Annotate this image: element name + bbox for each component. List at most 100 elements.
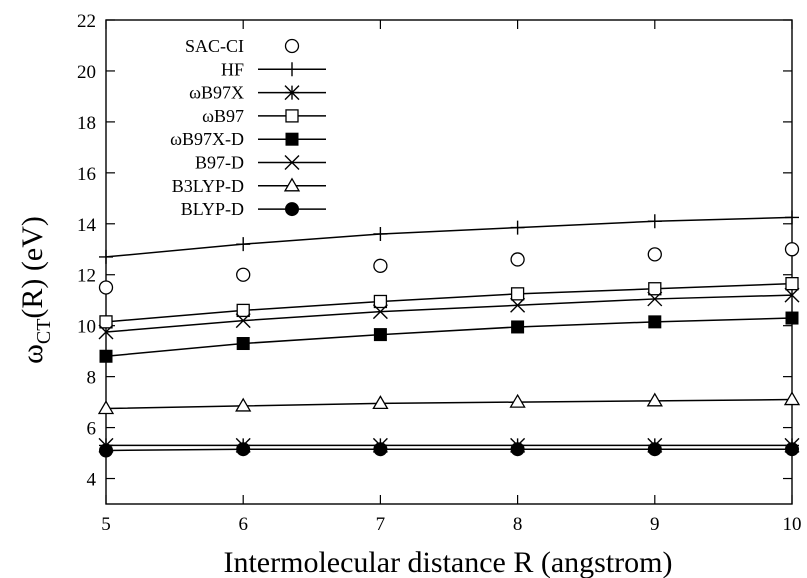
legend-item: SAC-CI (185, 36, 300, 56)
y-tick-label: 20 (77, 62, 96, 83)
data-point (647, 247, 662, 262)
legend-label: ωB97 (202, 106, 244, 126)
data-point (236, 442, 251, 457)
y-tick-label: 16 (77, 164, 96, 185)
data-point (510, 287, 525, 301)
data-point (784, 287, 800, 303)
legend-item: ωB97 (202, 106, 326, 126)
legend-label: B3LYP-D (172, 176, 244, 196)
data-point (235, 397, 252, 412)
legend-marker (285, 109, 299, 123)
series-line (105, 294, 793, 333)
data-point (785, 210, 799, 225)
data-point (509, 393, 526, 408)
data-point (235, 313, 251, 329)
y-tick-label: 12 (77, 266, 96, 287)
legend-item: B3LYP-D (172, 176, 326, 196)
data-point (373, 258, 388, 273)
y-tick-label: 10 (77, 317, 96, 338)
legend: SAC-CI HF ωB97X ωB97 ωB97X-D B97-D B3LYP-D BLYP… (170, 36, 326, 219)
y-axis-ticks: 4 6 8 10 12 14 16 18 20 22 (77, 11, 792, 491)
x-tick-label: 10 (783, 514, 802, 535)
y-tick-label: 8 (87, 368, 97, 389)
series-b3lyp-d (97, 391, 801, 415)
data-point (648, 282, 662, 296)
legend-marker (285, 132, 299, 146)
series--b97 (99, 277, 799, 329)
data-point (510, 297, 526, 313)
legend-marker (285, 62, 299, 77)
data-point (99, 249, 113, 264)
x-tick-label: 9 (650, 514, 660, 535)
y-tick-label: 22 (77, 11, 96, 32)
data-point (99, 315, 113, 329)
legend-label: HF (221, 59, 244, 79)
series-line (105, 448, 792, 452)
legend-item: ωB97X-D (170, 129, 326, 149)
data-point (511, 320, 525, 334)
data-point (510, 220, 525, 235)
legend-label: B97-D (195, 153, 244, 173)
series-sac-ci (98, 242, 800, 295)
data-point (99, 443, 113, 458)
legend-label: ωB97X (189, 83, 244, 103)
x-tick-label: 8 (513, 514, 523, 535)
legend-item: BLYP-D (181, 199, 326, 219)
data-point (373, 294, 388, 309)
data-point (373, 226, 388, 241)
data-point (97, 400, 115, 415)
series-hf (99, 210, 799, 264)
x-tick-label: 7 (376, 514, 386, 535)
data-point (784, 242, 800, 257)
legend-marker (284, 155, 300, 170)
series--b97x-d (99, 311, 799, 363)
series-layer (97, 210, 801, 458)
series-blyp-d (99, 442, 799, 458)
y-tick-label: 6 (87, 419, 97, 440)
series-line (105, 317, 793, 357)
y-axis-label-rest: (R) (eV) (16, 216, 49, 318)
data-point (236, 267, 251, 282)
legend-item: HF (221, 59, 326, 79)
y-axis-label: ωCT(R) (eV) (16, 216, 55, 364)
x-tick-label: 6 (238, 514, 248, 535)
data-point (785, 442, 799, 457)
legend-marker (284, 38, 300, 54)
data-point (647, 291, 663, 307)
y-tick-label: 18 (77, 113, 96, 134)
x-tick-label: 5 (101, 514, 111, 535)
data-point (372, 395, 389, 410)
legend-label: SAC-CI (185, 36, 244, 56)
x-axis-ticks: 5 6 7 8 9 10 (101, 20, 802, 535)
data-point (785, 277, 799, 291)
legend-label: ωB97X-D (170, 129, 244, 149)
data-point (648, 315, 662, 329)
legend-item: ωB97X (189, 83, 326, 103)
y-tick-label: 4 (87, 470, 97, 491)
series-line (105, 216, 793, 258)
data-point (98, 280, 114, 295)
data-point (510, 442, 525, 457)
series-line (105, 282, 793, 323)
legend-marker (285, 202, 299, 217)
data-point (236, 337, 250, 351)
data-point (236, 303, 250, 318)
data-point (647, 442, 662, 457)
data-point (510, 252, 525, 267)
series-line (105, 398, 793, 410)
x-axis-label: Intermolecular distance R (angstrom) (223, 546, 672, 578)
y-axis-label-main: ω (16, 344, 49, 364)
data-point (236, 237, 251, 252)
data-point (783, 391, 801, 406)
legend-item: B97-D (195, 153, 326, 173)
data-point (785, 311, 799, 325)
data-point (99, 349, 113, 363)
y-tick-label: 14 (77, 215, 97, 236)
series-b97-d (98, 287, 800, 340)
data-point (98, 324, 114, 340)
data-point (372, 304, 388, 320)
data-point (373, 328, 387, 342)
legend-marker (283, 177, 301, 192)
legend-label: BLYP-D (181, 199, 244, 219)
